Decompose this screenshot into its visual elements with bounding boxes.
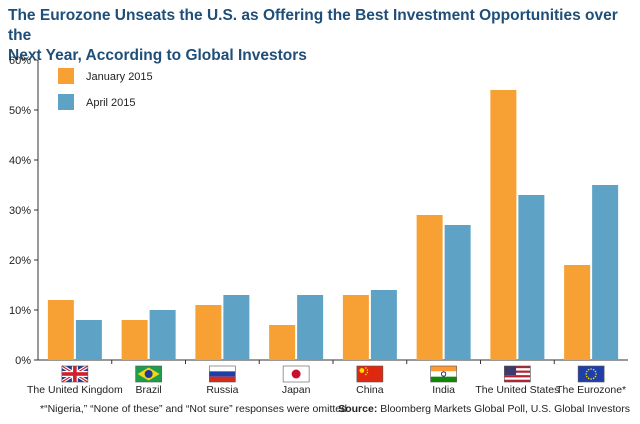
y-tick-label: 30% bbox=[9, 205, 31, 217]
bar bbox=[518, 195, 545, 360]
flag-stripe bbox=[504, 377, 531, 380]
bar bbox=[564, 265, 591, 360]
legend-label: April 2015 bbox=[86, 97, 136, 109]
flag-star bbox=[359, 368, 365, 373]
y-tick-label: 20% bbox=[9, 255, 31, 267]
x-tick-label: The United Kingdom bbox=[27, 384, 123, 396]
bar bbox=[444, 225, 471, 360]
y-tick-label: 60% bbox=[9, 55, 31, 67]
bar bbox=[195, 305, 222, 360]
chart-title-line-2: Next Year, According to Global Investors bbox=[8, 47, 307, 64]
flag-star bbox=[595, 373, 597, 375]
legend-label: January 2015 bbox=[86, 71, 153, 83]
flag-border bbox=[356, 365, 384, 383]
flag-stripe bbox=[504, 379, 531, 382]
china-flag-icon bbox=[356, 365, 384, 383]
flag-border bbox=[577, 365, 605, 383]
flag-field bbox=[578, 366, 605, 382]
chart-title: The Eurozone Unseats the U.S. as Offerin… bbox=[8, 6, 628, 66]
flag-stripe bbox=[504, 366, 531, 369]
flag-border bbox=[430, 365, 457, 383]
x-tick-label: The Eurozone* bbox=[556, 384, 626, 396]
bar bbox=[149, 310, 176, 360]
bar bbox=[47, 300, 74, 360]
uk-flag-icon bbox=[60, 364, 89, 384]
bar bbox=[121, 320, 148, 360]
bar bbox=[416, 215, 443, 360]
flag-stripe bbox=[430, 366, 457, 372]
bar bbox=[269, 325, 296, 360]
flag-stripe bbox=[209, 366, 236, 372]
flag-stripe bbox=[504, 372, 531, 376]
chart-title-line-1: The Eurozone Unseats the U.S. as Offerin… bbox=[8, 7, 618, 44]
x-tick-label: Japan bbox=[282, 384, 311, 396]
flag-small-star bbox=[365, 367, 367, 369]
x-tick-label: The United States bbox=[475, 384, 559, 396]
flags-layer bbox=[60, 364, 605, 384]
x-tick-label: China bbox=[356, 384, 384, 396]
y-tick-label: 50% bbox=[9, 105, 31, 117]
flag-border bbox=[135, 365, 162, 383]
flag-star bbox=[594, 375, 597, 378]
flag-star bbox=[592, 368, 595, 371]
x-tick-label: India bbox=[432, 384, 455, 396]
y-tick-label: 10% bbox=[9, 305, 31, 317]
flag-cross-red bbox=[61, 372, 88, 376]
flag-small-star bbox=[365, 373, 367, 376]
flag-stripe bbox=[430, 371, 457, 377]
flag-star bbox=[594, 370, 597, 373]
bar bbox=[592, 185, 619, 360]
flag-small-star bbox=[366, 371, 369, 374]
flag-border bbox=[504, 365, 531, 383]
flag-wheel bbox=[441, 371, 447, 377]
flag-stripe bbox=[209, 371, 236, 377]
flag-globe bbox=[144, 370, 153, 378]
source-text: Bloomberg Markets Global Poll, U.S. Glob… bbox=[377, 403, 630, 415]
flag-stripe bbox=[504, 375, 531, 378]
us-flag-icon bbox=[504, 365, 531, 383]
flag-sun bbox=[291, 369, 301, 379]
flag-border bbox=[209, 365, 236, 383]
flag-star bbox=[585, 370, 588, 373]
flag-star bbox=[590, 368, 592, 370]
flag-stripe bbox=[504, 368, 531, 371]
bar bbox=[342, 295, 369, 360]
japan-flag-icon bbox=[282, 365, 310, 383]
bar bbox=[490, 90, 517, 360]
legend-layer: January 2015 April 2015 bbox=[58, 68, 153, 110]
russia-flag-icon bbox=[209, 365, 236, 383]
flag-stripe bbox=[504, 370, 531, 373]
flag-star bbox=[585, 375, 588, 378]
flag-small-star bbox=[366, 369, 369, 371]
flag-stripe bbox=[430, 376, 457, 382]
axis-layer: 0% 10% 20% 30% 40% 50% 60% The United Kingdom Br… bbox=[9, 55, 628, 396]
legend-swatch bbox=[58, 94, 74, 110]
source-label: Source: bbox=[338, 403, 378, 415]
flag-stripe bbox=[209, 376, 236, 382]
india-flag-icon bbox=[430, 365, 457, 383]
bars-layer bbox=[47, 90, 619, 360]
source-note: Source: Bloomberg Markets Global Poll, U… bbox=[338, 403, 630, 415]
flag-border bbox=[61, 365, 89, 383]
flag-canton bbox=[504, 366, 517, 376]
y-tick-label: 40% bbox=[9, 155, 31, 167]
bar bbox=[297, 295, 324, 360]
bar bbox=[75, 320, 102, 360]
flag-border bbox=[282, 365, 310, 383]
bar bbox=[370, 290, 397, 360]
flag-star bbox=[587, 368, 590, 371]
flag-star bbox=[590, 378, 592, 380]
flag-star bbox=[585, 373, 587, 375]
footnote: *“Nigeria,” “None of these” and “Not sur… bbox=[40, 403, 350, 415]
y-tick-label: 0% bbox=[15, 355, 31, 367]
legend-swatch bbox=[58, 68, 74, 84]
brazil-flag-icon bbox=[135, 365, 162, 383]
eu-flag-icon bbox=[577, 365, 605, 383]
flag-star bbox=[592, 377, 595, 380]
bar bbox=[223, 295, 250, 360]
flag-star bbox=[587, 377, 590, 380]
x-tick-label: Brazil bbox=[135, 384, 161, 396]
x-tick-label: Russia bbox=[206, 384, 238, 396]
